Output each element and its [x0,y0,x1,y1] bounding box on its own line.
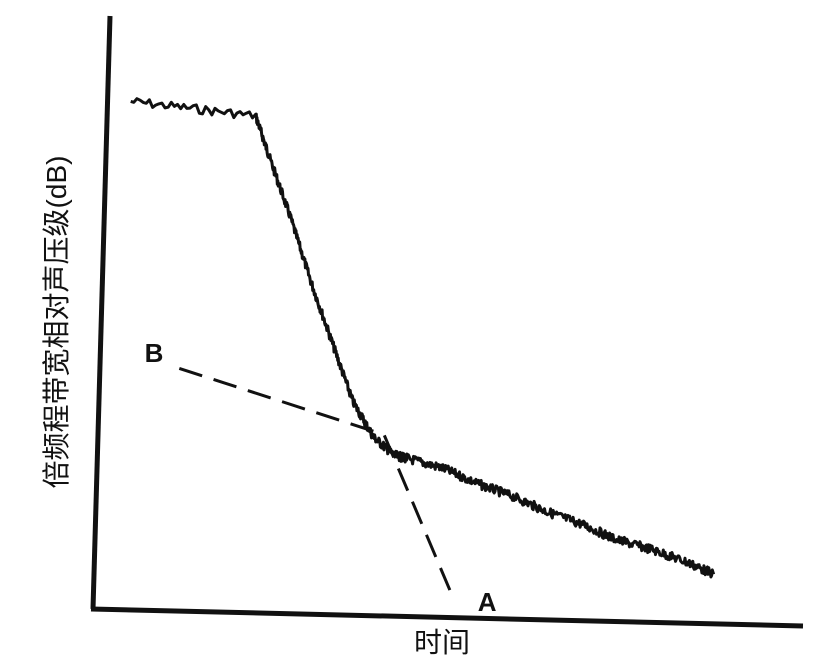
series-line-1 [178,366,455,600]
y-axis-label: 倍频程带宽相对声压级(dB) [41,156,72,489]
x-axis-label: 时间 [414,627,470,658]
y-axis [90,15,113,610]
series-layer [130,97,716,600]
annotation-label-a: A [478,587,497,617]
annotation-label-b: B [145,338,164,368]
series-line-0 [130,97,716,579]
x-axis [90,606,804,629]
annotation-layer: BA [145,338,497,617]
